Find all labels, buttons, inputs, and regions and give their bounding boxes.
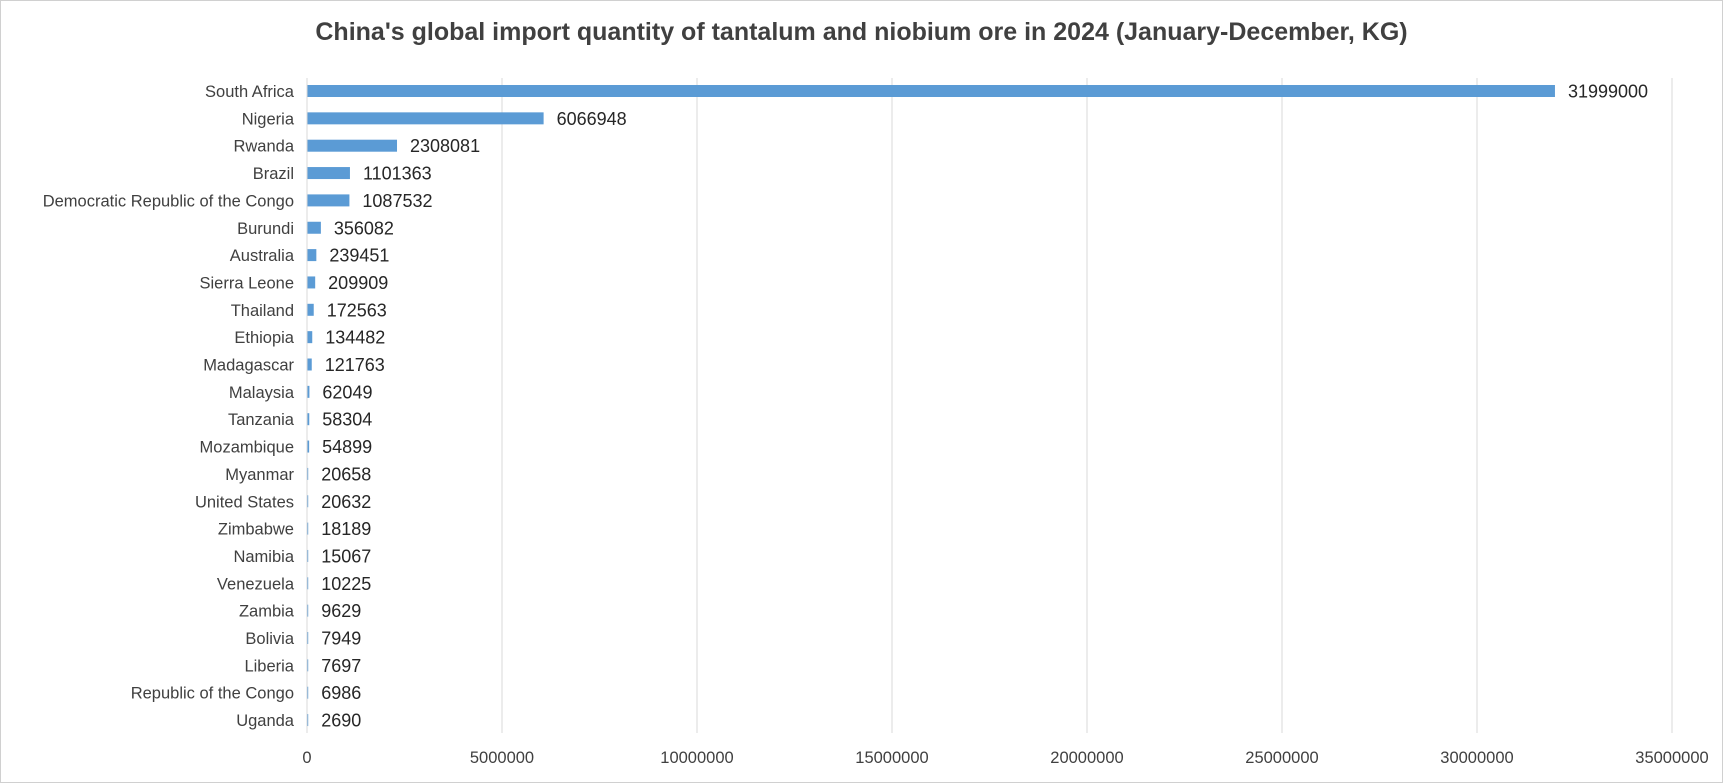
x-tick-label: 15000000 — [855, 749, 928, 767]
value-label: 121763 — [325, 355, 385, 375]
bar — [307, 440, 310, 453]
value-label: 6066948 — [557, 109, 627, 129]
bar — [307, 385, 310, 398]
value-label: 7697 — [321, 656, 361, 676]
category-label: Uganda — [236, 712, 295, 730]
bar — [307, 167, 350, 180]
category-label: Namibia — [233, 548, 294, 566]
category-label: Mozambique — [200, 439, 294, 457]
bars — [307, 85, 1555, 727]
value-label: 356082 — [334, 218, 394, 238]
bar — [307, 604, 309, 617]
category-label: Burundi — [237, 220, 294, 238]
category-label: Republic of the Congo — [131, 685, 294, 703]
bar — [307, 495, 309, 508]
bar — [307, 632, 309, 644]
bar — [307, 522, 309, 535]
category-label: Democratic Republic of the Congo — [43, 192, 294, 210]
value-labels: 31999000 6066948 2308081 1101363 1087532 3560… — [321, 82, 1648, 731]
bar — [307, 467, 309, 480]
category-label: Australia — [230, 247, 295, 265]
x-tick-label: 20000000 — [1050, 749, 1123, 767]
value-label: 172563 — [327, 300, 387, 320]
bar — [307, 194, 350, 207]
value-label: 20632 — [321, 492, 371, 512]
x-tick-label: 10000000 — [660, 749, 733, 767]
value-label: 2308081 — [410, 136, 480, 156]
value-label: 209909 — [328, 273, 388, 293]
x-tick-label: 35000000 — [1635, 749, 1708, 767]
value-label: 54899 — [322, 437, 372, 457]
category-label: Sierra Leone — [200, 274, 294, 292]
value-label: 1087532 — [362, 191, 432, 211]
bar — [307, 331, 313, 344]
category-label: Liberia — [244, 657, 294, 675]
value-label: 2690 — [321, 711, 361, 731]
value-label: 58304 — [322, 410, 372, 430]
category-labels: South Africa Nigeria Rwanda Brazil Democrati… — [43, 83, 295, 730]
category-label: Venezuela — [217, 575, 295, 593]
value-label: 62049 — [322, 382, 372, 402]
value-label: 134482 — [325, 328, 385, 348]
bar — [307, 276, 316, 289]
category-label: Zambia — [239, 603, 295, 621]
value-label: 15067 — [321, 546, 371, 566]
x-axis-tick-labels: 0 5000000 10000000 15000000 20000000 25000000… — [302, 749, 1708, 767]
value-label: 20658 — [321, 464, 371, 484]
x-tick-label: 0 — [302, 749, 311, 767]
value-label: 9629 — [321, 601, 361, 621]
category-label: United States — [195, 493, 294, 511]
bar — [307, 577, 309, 590]
category-label: Zimbabwe — [218, 521, 294, 539]
bar — [307, 413, 310, 426]
category-label: Brazil — [253, 165, 294, 183]
value-label: 6986 — [321, 683, 361, 703]
value-label: 10225 — [321, 574, 371, 594]
chart-title: China's global import quantity of tantal… — [315, 18, 1408, 46]
x-tick-label: 30000000 — [1440, 749, 1513, 767]
value-label: 1101363 — [363, 164, 432, 184]
value-label: 7949 — [321, 629, 361, 649]
value-label: 18189 — [321, 519, 371, 539]
category-label: South Africa — [205, 83, 295, 101]
bar — [307, 139, 398, 152]
value-label: 239451 — [329, 246, 389, 266]
bar — [307, 549, 309, 562]
x-tick-label: 5000000 — [470, 749, 534, 767]
bar — [307, 686, 309, 699]
bar — [307, 358, 312, 371]
category-label: Malaysia — [229, 384, 295, 402]
category-label: Tanzania — [228, 411, 295, 429]
bar — [307, 85, 1555, 97]
category-label: Rwanda — [233, 138, 294, 156]
category-label: Myanmar — [225, 466, 294, 484]
bar — [307, 249, 317, 262]
gridlines — [501, 78, 1673, 733]
bar — [307, 303, 314, 316]
bar — [307, 221, 321, 234]
category-label: Ethiopia — [234, 329, 294, 347]
x-tick-label: 25000000 — [1245, 749, 1318, 767]
bar — [307, 112, 544, 125]
value-label: 31999000 — [1568, 82, 1648, 102]
category-label: Thailand — [231, 302, 294, 320]
bar — [307, 714, 309, 727]
category-label: Madagascar — [203, 357, 294, 375]
category-label: Bolivia — [245, 630, 294, 648]
category-label: Nigeria — [242, 110, 295, 128]
bar — [307, 659, 309, 672]
